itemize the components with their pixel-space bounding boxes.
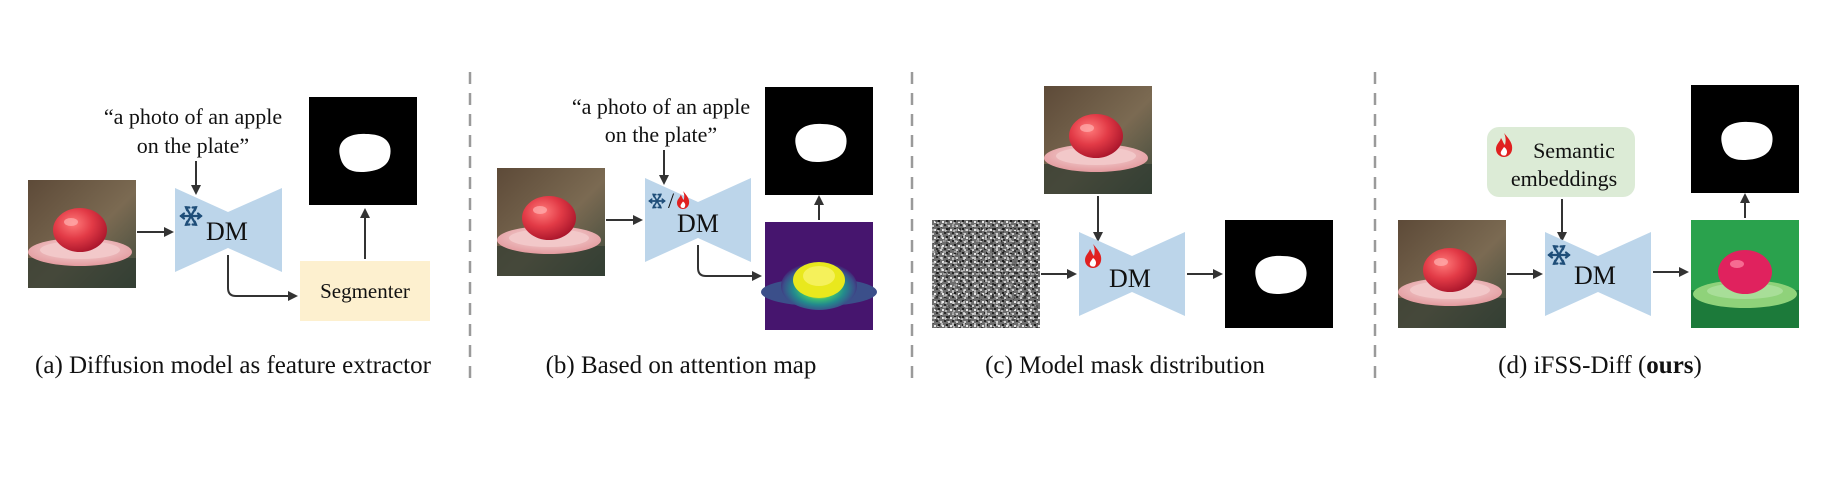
semantic-embeddings-block: [1487, 127, 1635, 197]
caption-d: (d) iFSS-Diff (ours): [1498, 352, 1702, 379]
text-prompt-line1: “a photo of an apple: [572, 94, 750, 119]
segmenter-label: Segmenter: [320, 279, 410, 303]
panel-c: DM (c) Model mask distribution: [932, 86, 1333, 379]
text-prompt-line2: on the plate”: [137, 133, 249, 158]
caption-c: (c) Model mask distribution: [985, 352, 1265, 379]
dm-hourglass: [175, 188, 282, 272]
caption-a: (a) Diffusion model as feature extractor: [35, 352, 432, 379]
dm-label: DM: [677, 209, 719, 238]
segmenter-block: [300, 261, 430, 321]
embed-label-line1: Semantic: [1533, 138, 1615, 163]
arrow: [697, 245, 762, 281]
caption-b: (b) Based on attention map: [546, 352, 817, 379]
dm-hourglass: [645, 178, 751, 262]
panel-a: DM “a photo of an apple on the plate” Se…: [28, 97, 432, 379]
dm-label: DM: [1109, 264, 1151, 293]
input-image: [497, 168, 605, 276]
input-image: [1398, 220, 1506, 328]
arrow: [227, 255, 298, 301]
panel-d: Semantic embeddings DM (d) iFSS-Diff (ou…: [1398, 85, 1799, 379]
embed-label-line2: embeddings: [1511, 166, 1617, 191]
frozen-trainable-slash: /: [668, 188, 675, 213]
condition-image: [1044, 86, 1152, 194]
attention-map: [761, 222, 877, 330]
dm-hourglass: [1545, 232, 1651, 316]
panel-b: / DM “a photo of an apple on the plate” …: [497, 87, 877, 379]
input-image: [28, 180, 136, 288]
dm-label: DM: [1574, 261, 1616, 290]
text-prompt-line1: “a photo of an apple: [104, 104, 282, 129]
text-prompt-line2: on the plate”: [605, 122, 717, 147]
dm-hourglass: [1079, 232, 1185, 316]
dm-label: DM: [206, 217, 248, 246]
segmented-image: [1691, 220, 1799, 328]
noise-image: [932, 220, 1040, 328]
